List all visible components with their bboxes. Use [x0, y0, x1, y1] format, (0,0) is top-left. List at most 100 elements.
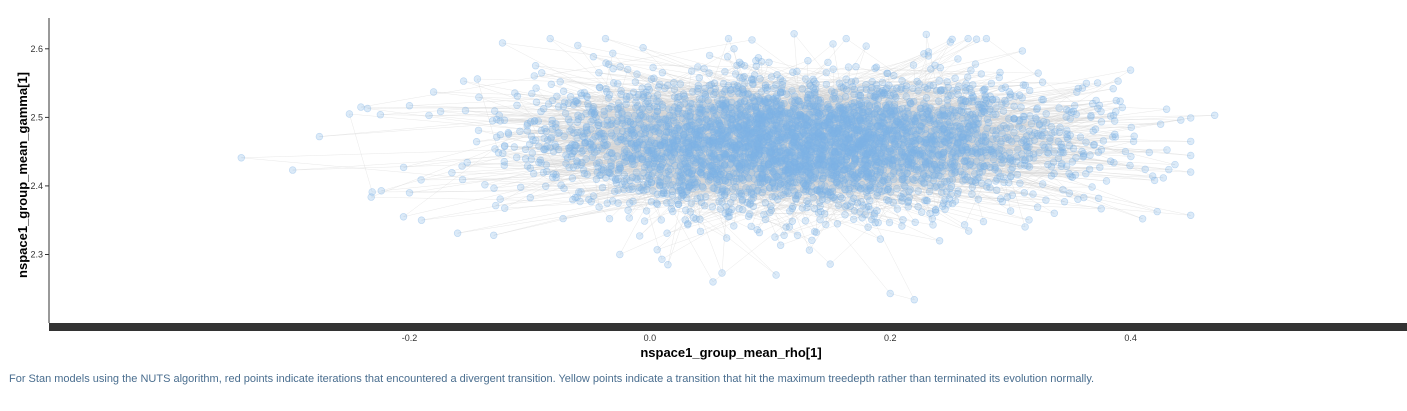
data-point [925, 157, 934, 165]
data-point [736, 131, 744, 139]
data-point [842, 155, 850, 164]
data-point [654, 83, 663, 91]
data-point [539, 168, 548, 177]
data-point [1006, 207, 1015, 215]
data-point [673, 99, 682, 107]
data-point [783, 148, 792, 157]
data-point [1102, 177, 1111, 185]
data-point [1023, 147, 1031, 155]
data-point [1014, 145, 1022, 154]
data-point [859, 139, 867, 147]
data-point [679, 145, 687, 154]
data-point [636, 120, 645, 128]
data-point [526, 193, 534, 202]
data-point [863, 161, 871, 170]
data-point [830, 162, 839, 170]
data-point [608, 116, 616, 125]
data-point [769, 156, 778, 164]
data-point [737, 132, 745, 140]
data-point [1055, 128, 1064, 136]
data-point [516, 127, 524, 136]
data-point [790, 159, 799, 167]
data-point [654, 176, 662, 185]
data-point [1112, 96, 1121, 105]
data-point [994, 149, 1003, 157]
data-point [790, 187, 798, 195]
data-point [856, 142, 865, 151]
data-point [890, 90, 898, 98]
data-point [589, 144, 597, 152]
data-point [666, 151, 674, 160]
data-point [872, 161, 880, 170]
data-point [872, 93, 880, 101]
data-point [819, 161, 828, 169]
data-point [898, 175, 907, 184]
data-point [885, 218, 894, 227]
data-point [940, 86, 948, 95]
data-point [876, 117, 885, 126]
data-point [892, 153, 901, 162]
data-point [848, 103, 857, 111]
data-point [1114, 77, 1122, 85]
data-point [801, 217, 810, 225]
data-point [537, 126, 546, 135]
data-point [922, 163, 930, 171]
data-point [844, 63, 853, 71]
data-point [848, 170, 857, 179]
data-point [1038, 95, 1046, 104]
data-point [723, 52, 732, 61]
trajectory-lines [241, 33, 1215, 301]
data-point [742, 107, 750, 116]
data-point [1076, 133, 1085, 141]
data-point [828, 187, 837, 196]
data-point [737, 123, 746, 132]
data-point [835, 181, 843, 190]
data-point [461, 106, 470, 115]
data-point [689, 141, 697, 150]
data-point [594, 121, 602, 129]
data-point [721, 151, 730, 159]
data-point [573, 96, 581, 105]
data-point [718, 125, 726, 133]
data-point [792, 194, 800, 203]
data-point [853, 139, 861, 148]
data-point [631, 78, 640, 86]
data-point [983, 115, 992, 124]
data-point [756, 134, 764, 142]
data-point [943, 78, 951, 86]
data-point [499, 149, 507, 158]
data-point [907, 127, 916, 136]
data-point [664, 261, 672, 269]
data-point [848, 145, 856, 154]
data-point [453, 229, 462, 237]
data-point [705, 137, 713, 146]
data-point [873, 207, 881, 215]
data-point [710, 156, 718, 164]
data-point [710, 79, 719, 87]
data-point [960, 157, 969, 165]
data-point [735, 99, 743, 108]
data-point [614, 99, 623, 107]
data-point [1056, 123, 1064, 132]
data-point [897, 145, 905, 153]
data-point [702, 110, 710, 119]
data-point [726, 118, 735, 127]
data-point [695, 95, 704, 103]
data-point [841, 211, 849, 219]
data-point [848, 110, 857, 119]
data-point [835, 145, 844, 154]
data-point [618, 136, 626, 144]
data-point [848, 147, 857, 156]
data-point [756, 164, 765, 173]
data-point [685, 182, 693, 190]
data-point [647, 149, 656, 157]
data-point [853, 144, 861, 153]
data-point [547, 80, 555, 89]
data-point [609, 64, 617, 73]
data-point [803, 126, 812, 135]
data-point [747, 134, 755, 142]
data-point [889, 146, 897, 154]
data-point [989, 95, 997, 104]
data-point [804, 56, 812, 65]
data-point [838, 121, 847, 129]
